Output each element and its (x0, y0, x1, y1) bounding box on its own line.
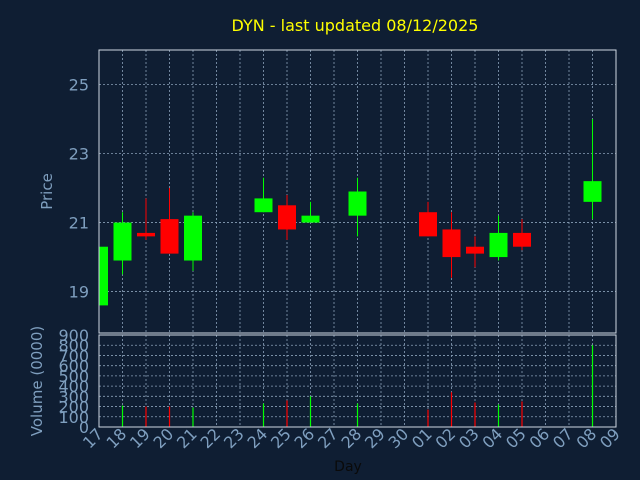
volume-y-tick: 0 (79, 418, 89, 437)
candle-body (113, 222, 132, 261)
day-tick: 09 (596, 424, 624, 452)
candle-body (348, 191, 367, 216)
volume-axis-label: Volume (0000) (28, 326, 46, 436)
volume-bars (121, 345, 594, 427)
candle-body (160, 219, 179, 254)
x-axis-label: Day (334, 459, 362, 475)
price-axis-label: Price (38, 173, 56, 210)
volume-y-tick: 100 (58, 408, 89, 427)
chart-title: DYN - last updated 08/12/2025 (232, 16, 479, 35)
candle-body (513, 232, 531, 247)
candle-body (583, 181, 602, 202)
volume-y-tick: 700 (58, 346, 89, 365)
volume-y-tick: 600 (58, 357, 89, 376)
day-tick-labels: 1718192021222324252627282930010203040506… (79, 424, 624, 452)
candle-body (254, 198, 273, 213)
volume-y-tick: 800 (58, 336, 89, 355)
candle-body (466, 246, 484, 254)
volume-plot-frame (98, 334, 617, 428)
volume-y-tick: 200 (58, 398, 89, 417)
candle-body (137, 232, 155, 237)
candle-body (301, 215, 320, 223)
price-y-tick: 25 (69, 76, 89, 95)
candle-body (419, 212, 437, 237)
candle-body (278, 205, 296, 230)
price-y-tick: 19 (69, 283, 89, 302)
volume-y-tick: 300 (58, 387, 89, 406)
price-plot-frame (98, 49, 617, 334)
volume-y-tick: 900 (58, 326, 89, 345)
price-y-tick-labels: 19 21 23 25 (69, 76, 89, 302)
candle-body (99, 246, 108, 306)
volume-y-tick: 400 (58, 377, 89, 396)
candle-body (184, 215, 202, 261)
price-y-tick: 21 (69, 214, 89, 233)
candle-body (489, 232, 508, 258)
price-candles (98, 119, 602, 306)
candle-body (442, 229, 461, 258)
volume-y-tick: 500 (58, 367, 89, 386)
price-y-tick: 23 (69, 145, 89, 164)
